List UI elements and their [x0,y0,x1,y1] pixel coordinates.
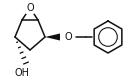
Text: O: O [64,32,72,42]
Text: OH: OH [14,68,30,78]
Text: O: O [26,3,34,13]
Polygon shape [45,34,60,41]
